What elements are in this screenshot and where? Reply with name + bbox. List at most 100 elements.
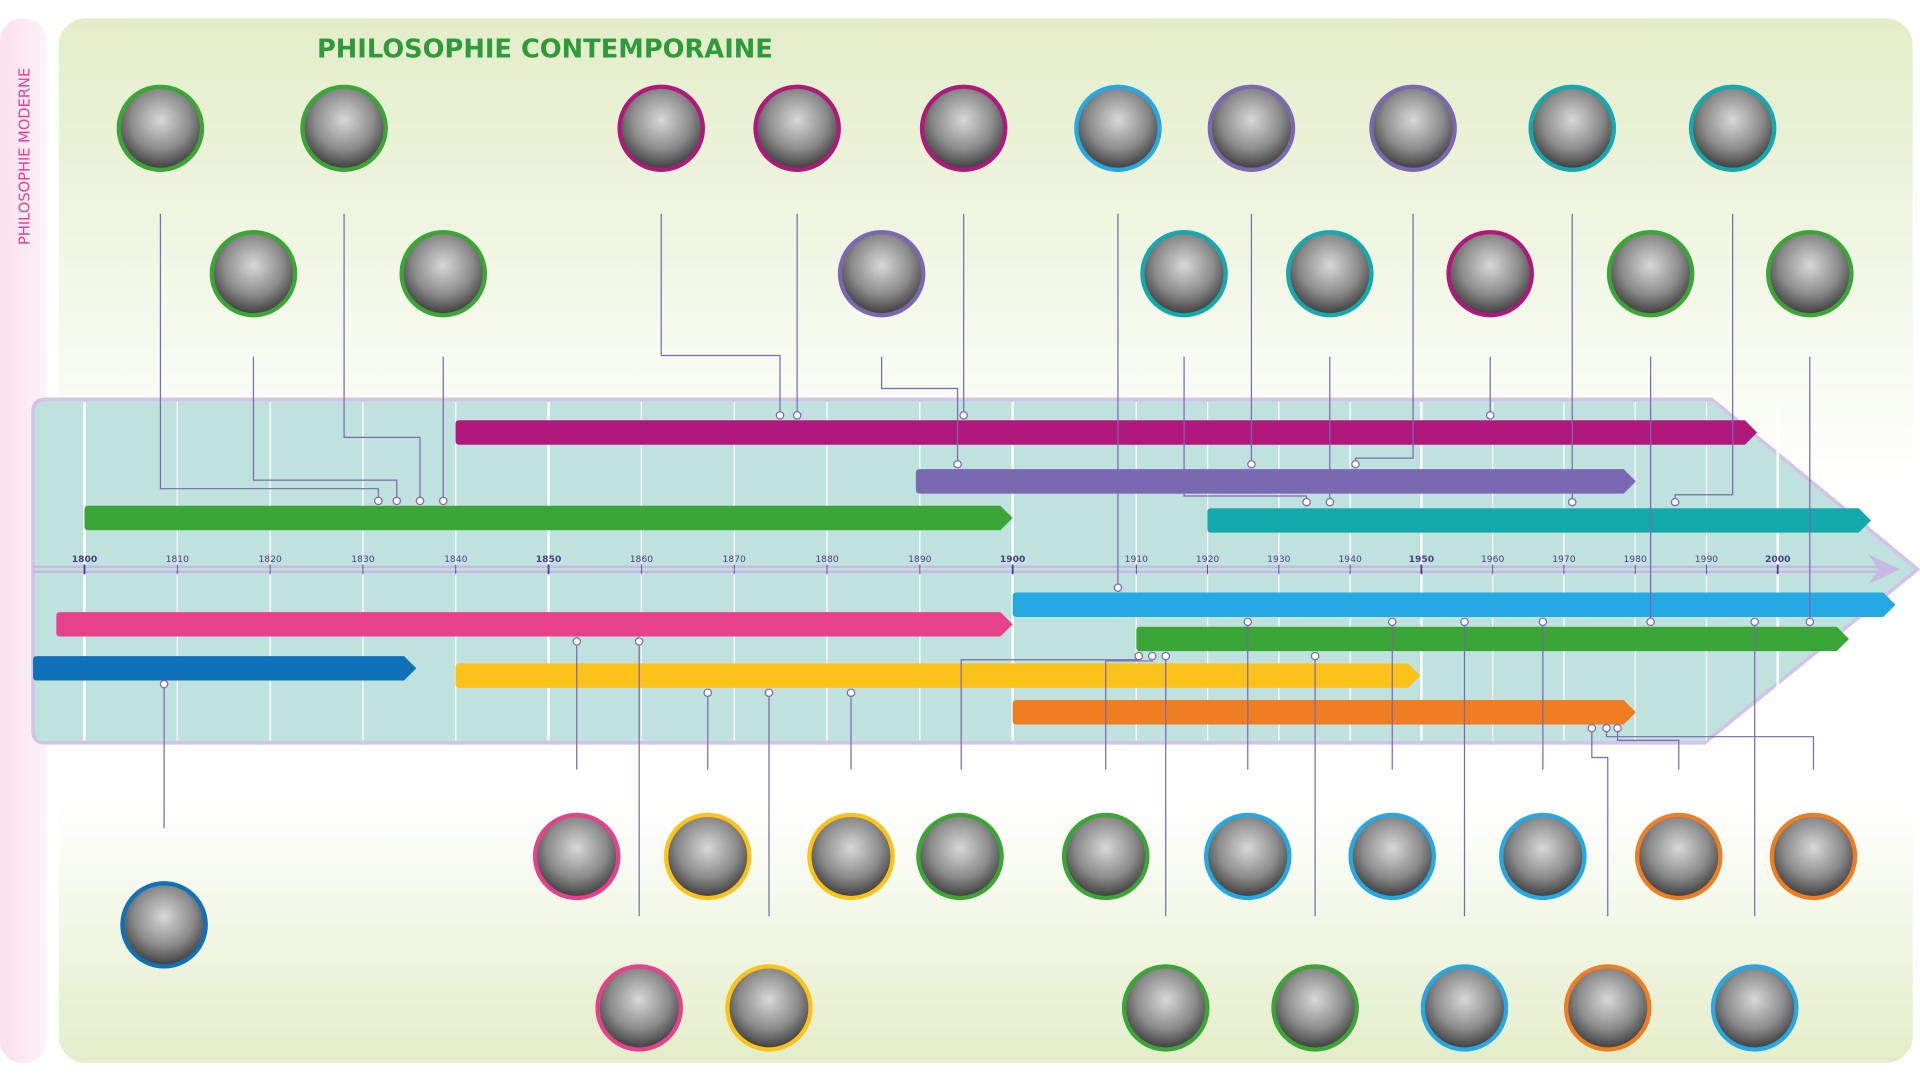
- portrait: [1563, 964, 1652, 1052]
- portrait: [1207, 84, 1296, 172]
- connector-dot: [953, 459, 962, 469]
- title: PHILOSOPHIE CONTEMPORAINE: [317, 34, 773, 64]
- connector: [159, 213, 379, 501]
- portrait: [1286, 229, 1374, 318]
- year-label: 1840: [444, 554, 468, 565]
- portrait: [1061, 812, 1150, 901]
- portrait: [1606, 229, 1695, 318]
- portrait: [595, 964, 683, 1052]
- year-label: 1860: [630, 554, 654, 565]
- connector-dot: [1460, 617, 1469, 627]
- portrait: [753, 84, 841, 172]
- year-label: 1950: [1409, 554, 1435, 565]
- connector-dot: [392, 496, 402, 506]
- connector-dot: [1351, 459, 1360, 469]
- connector: [881, 356, 959, 465]
- connector-dot: [634, 637, 644, 646]
- portrait: [209, 229, 298, 318]
- connector-dot: [1387, 617, 1397, 627]
- connector-dot: [1325, 497, 1335, 507]
- connector: [252, 356, 398, 501]
- connector-dot: [1247, 459, 1256, 469]
- modern-strip: [0, 18, 47, 1063]
- period-bar: [1136, 626, 1849, 652]
- portrait: [1688, 84, 1777, 172]
- period-bar: [1012, 700, 1636, 725]
- year-label: 1960: [1481, 554, 1505, 565]
- portrait: [1769, 812, 1858, 901]
- connector-dot: [1161, 651, 1170, 661]
- portrait: [300, 84, 388, 172]
- portrait: [1348, 812, 1437, 901]
- connector: [1616, 728, 1680, 770]
- connector-dot: [1613, 723, 1622, 733]
- connector-dot: [1243, 617, 1253, 627]
- portrait: [1369, 84, 1457, 172]
- year-label: 1900: [1000, 554, 1026, 565]
- axis-arrow: [1868, 554, 1901, 584]
- portrait: [617, 84, 706, 172]
- portrait: [399, 229, 488, 318]
- portrait: [1528, 84, 1617, 172]
- year-label: 1810: [166, 554, 190, 565]
- connector-dot: [1602, 723, 1611, 733]
- portrait: [725, 964, 813, 1052]
- portrait: [919, 84, 1008, 172]
- portrait: [1420, 964, 1509, 1052]
- portrait: [1074, 84, 1162, 172]
- year-label: 1930: [1267, 554, 1291, 565]
- connector-dot: [1485, 411, 1495, 420]
- connector-dot: [1113, 583, 1123, 592]
- connector-dot: [1310, 651, 1320, 661]
- period-bar: [455, 663, 1421, 688]
- period-bar: [84, 505, 1013, 531]
- connector-dot: [572, 637, 582, 646]
- portrait: [1635, 812, 1723, 901]
- connector-dot: [1302, 497, 1311, 507]
- portrait: [1203, 812, 1292, 901]
- connector: [1591, 728, 1609, 917]
- connector-dot: [438, 496, 448, 506]
- connector-dot: [764, 688, 774, 697]
- period-bar: [915, 469, 1636, 494]
- year-label: 2000: [1765, 554, 1791, 565]
- portrait: [837, 229, 926, 318]
- portrait: [1766, 229, 1854, 318]
- connector-dot: [1587, 723, 1597, 733]
- period-bar: [455, 420, 1758, 445]
- connector-dot: [703, 688, 713, 697]
- year-label: 1980: [1624, 554, 1648, 565]
- year-label: 1970: [1552, 554, 1576, 565]
- period-bar: [33, 656, 417, 681]
- connector-dot: [775, 411, 785, 420]
- connector-dot: [959, 411, 968, 420]
- portrait: [916, 812, 1004, 901]
- portrait: [663, 812, 752, 901]
- connector-dot: [1805, 617, 1815, 627]
- connector-dot: [1134, 651, 1144, 661]
- connector-dot: [1538, 617, 1548, 627]
- connector-dot: [415, 496, 425, 506]
- portrait: [120, 881, 208, 969]
- connector-dot: [1670, 497, 1680, 507]
- year-label: 1870: [723, 554, 747, 565]
- side-label: PHILOSOPHIE MODERNE: [16, 68, 33, 245]
- connector-dot: [1147, 651, 1157, 661]
- portrait: [532, 812, 621, 901]
- connector-dot: [159, 679, 169, 689]
- year-label: 1890: [908, 554, 932, 565]
- portrait: [1710, 964, 1799, 1052]
- portrait: [1499, 812, 1587, 901]
- portrait: [1446, 229, 1534, 318]
- year-label: 1990: [1695, 554, 1719, 565]
- connector-dot: [1750, 617, 1759, 627]
- year-label: 1850: [536, 554, 562, 565]
- year-label: 1920: [1196, 554, 1220, 565]
- year-label: 1910: [1125, 554, 1149, 565]
- portrait: [807, 812, 895, 901]
- year-label: 1830: [351, 554, 375, 565]
- year-label: 1940: [1338, 554, 1362, 565]
- connector: [660, 213, 781, 416]
- portrait: [116, 84, 205, 172]
- portrait: [1140, 229, 1228, 318]
